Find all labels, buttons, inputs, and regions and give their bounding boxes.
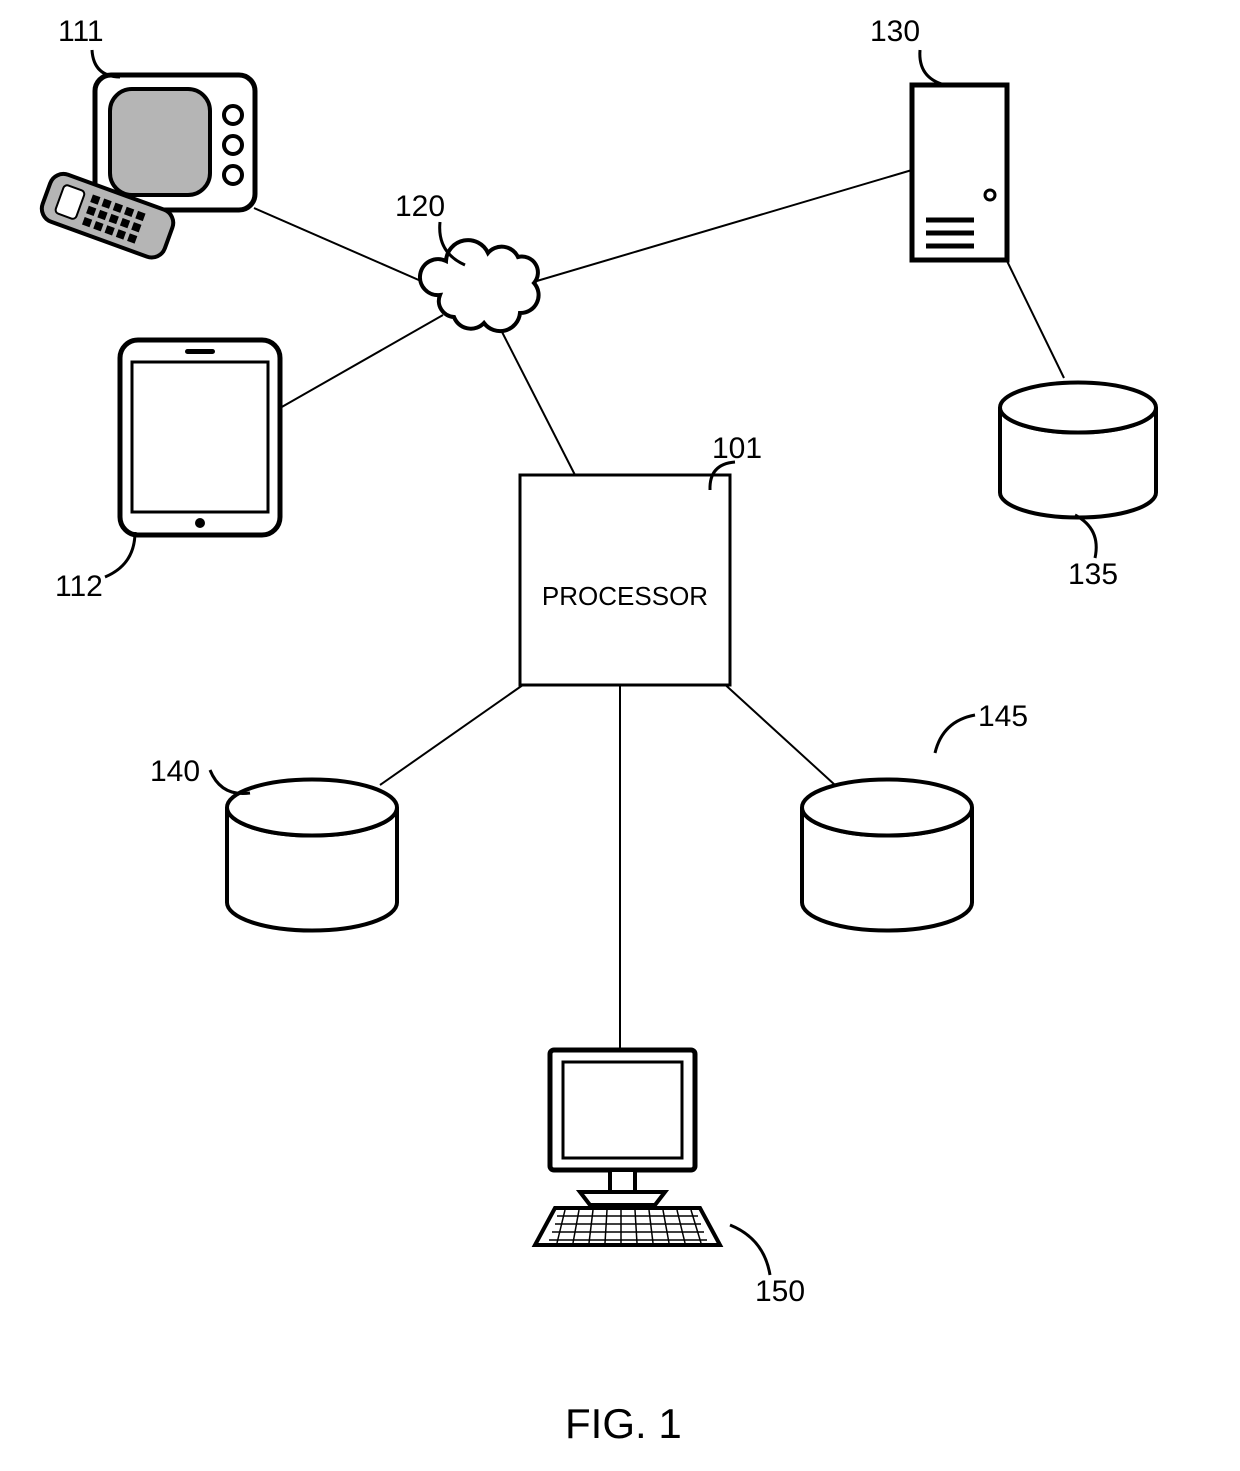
ref-label-pc: 150 [755, 1275, 805, 1309]
leader-server [920, 50, 945, 85]
edge-processor-db_left [380, 680, 530, 785]
processor-node: PROCESSOR [520, 475, 730, 685]
leader-pc [730, 1225, 770, 1275]
ref-label-cloud: 120 [395, 190, 445, 224]
ref-label-server: 130 [870, 15, 920, 49]
leader-db_right [935, 715, 975, 753]
ref-label-db_right: 145 [978, 700, 1028, 734]
pc-node [535, 1050, 720, 1245]
edge-cloud-server [530, 170, 912, 283]
ref-label-tablet: 112 [55, 570, 103, 604]
ref-label-tv: 111 [58, 15, 104, 49]
ref-label-db_left: 140 [150, 755, 200, 789]
figure-caption: FIG. 1 [565, 1400, 682, 1448]
leader-tablet [105, 532, 135, 577]
processor-label: PROCESSOR [542, 581, 708, 611]
ref-label-db_server: 135 [1068, 558, 1118, 592]
db-server-node [1000, 383, 1156, 518]
edge-tablet-cloud [280, 315, 443, 408]
db-right-node [802, 780, 972, 931]
edge-server-db_server [1007, 261, 1064, 378]
tv-node [38, 75, 255, 261]
tablet-node [120, 340, 280, 535]
leader-db_server [1075, 515, 1096, 558]
ref-label-processor: 101 [712, 432, 762, 466]
server-node [912, 85, 1007, 260]
edge-cloud-processor [500, 328, 575, 475]
edge-processor-db_right [720, 680, 835, 785]
db-left-node [227, 780, 397, 931]
